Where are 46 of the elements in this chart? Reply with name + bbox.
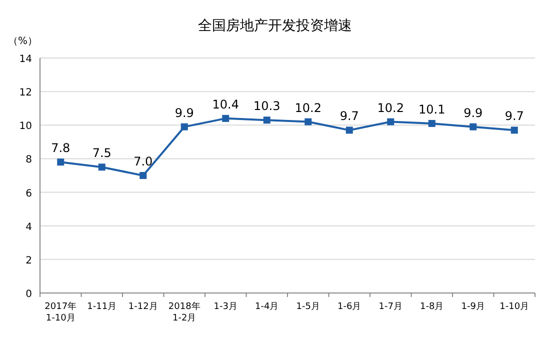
data-label: 7.8: [51, 141, 70, 156]
point: [222, 114, 230, 122]
y-tick-label: 4: [26, 222, 32, 233]
x-tick-label: 1-11月: [87, 302, 117, 312]
chart-title: 全国房地产开发投资增速: [198, 18, 352, 34]
point: [180, 123, 188, 130]
x-tick-label: 1-9月: [461, 302, 485, 312]
y-tick-label: 8: [26, 154, 32, 166]
x-tick-label: 1-5月: [296, 302, 320, 312]
data-label: 10.4: [212, 97, 239, 112]
y-tick-label: 14: [19, 54, 32, 65]
data-label: 10.3: [254, 99, 280, 114]
x-tick-label: 1-8月: [420, 302, 444, 312]
data-label: 9.9: [174, 106, 194, 120]
x-tick-label: 1-10月: [500, 302, 530, 312]
point: [304, 118, 312, 126]
x-tick-label: 2018年 1-2月: [168, 301, 200, 324]
y-tick-label: 10: [19, 121, 32, 132]
point: [428, 120, 436, 127]
point: [387, 118, 394, 126]
x-tick-label: 1-12月: [128, 302, 158, 312]
y-tick-label: 6: [26, 188, 32, 200]
data-label: 10.1: [418, 102, 446, 116]
x-tick-label: 1-4月: [255, 302, 279, 312]
point: [57, 158, 64, 166]
x-tick-label: 1-6月: [338, 302, 362, 312]
data-label: 9.9: [464, 106, 483, 120]
point: [510, 126, 518, 134]
x-tick-label: 2017年 1-10月: [44, 301, 77, 324]
data-label: 9.7: [340, 109, 359, 124]
data-label: 9.7: [504, 109, 524, 124]
point: [140, 172, 147, 179]
point: [346, 126, 353, 134]
y-axis-title: （%）: [8, 36, 38, 47]
y-tick-label: 2: [26, 255, 32, 266]
point: [263, 116, 270, 124]
point: [98, 164, 106, 171]
data-label: 7.0: [134, 154, 153, 168]
x-tick-label: 1-7月: [378, 302, 402, 312]
data-label: 10.2: [294, 100, 322, 115]
x-tick-label: 1-3月: [214, 302, 238, 312]
data-label: 7.5: [92, 146, 112, 160]
y-tick-label: 0: [26, 289, 32, 300]
data-label: 10.2: [377, 100, 404, 115]
point: [470, 123, 477, 130]
y-tick-label: 12: [19, 88, 32, 99]
